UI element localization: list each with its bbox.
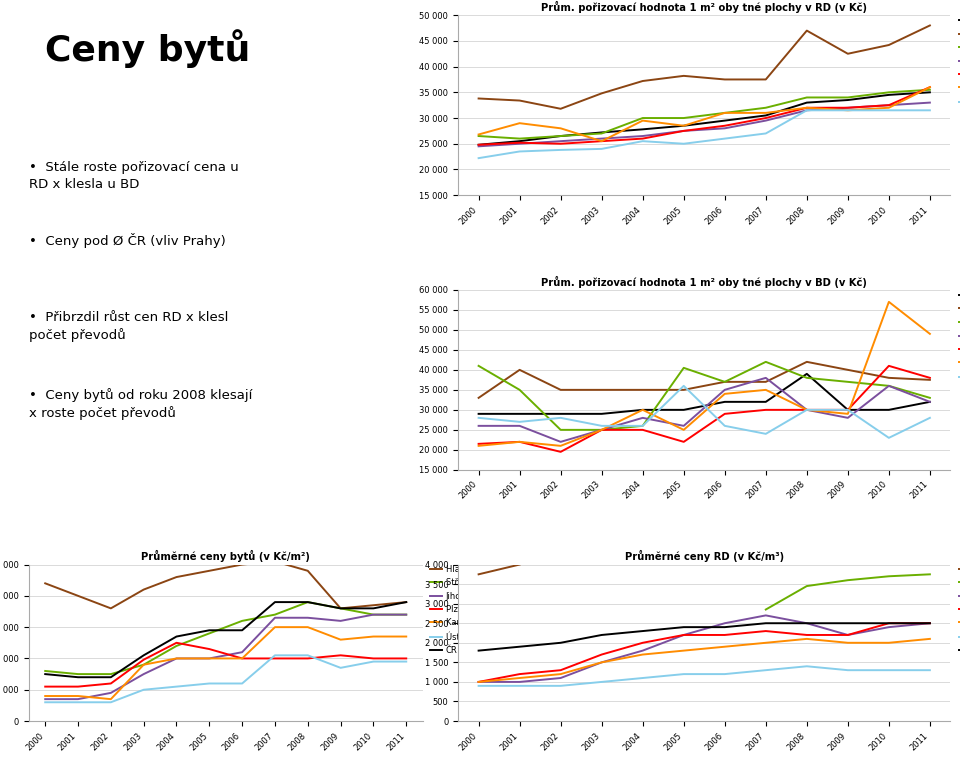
- Legend: Hlavní město Praha, Středočeský kraj, Jihočeský kraj, Plzeňský kraj, Karlovarský: Hlavní město Praha, Středočeský kraj, Ji…: [426, 562, 531, 659]
- Legend: Česká republika, Hlavní město Praha, Středočeský kraj, Jihočeský kraj, Plzeňský : Česká republika, Hlavní město Praha, Stř…: [955, 286, 960, 385]
- Text: •  Přibrzdil růst cen RD x klesl
počet převodů: • Přibrzdil růst cen RD x klesl počet př…: [29, 310, 228, 342]
- Legend: Česká republika, Hlavní město Praha, Středočeský kraj, Jihočeský kraj, Plzeňský : Česká republika, Hlavní město Praha, Stř…: [955, 11, 960, 110]
- Text: Ceny bytů: Ceny bytů: [44, 29, 250, 68]
- Text: •  Stále roste pořizovací cena u
RD x klesla u BD: • Stále roste pořizovací cena u RD x kle…: [29, 161, 238, 191]
- Title: Průměrné ceny RD (v Kč/m³): Průměrné ceny RD (v Kč/m³): [625, 550, 783, 562]
- Legend: Hlavní město Praha, Středočeský kraj, Jihočeský kraj, Plzeňský kraj, Karlovarský: Hlavní město Praha, Středočeský kraj, Ji…: [955, 562, 960, 659]
- Text: •  Ceny pod Ø ČR (vliv Prahy): • Ceny pod Ø ČR (vliv Prahy): [29, 234, 226, 248]
- Text: •  Ceny bytů od roku 2008 klesají
x roste počet převodů: • Ceny bytů od roku 2008 klesají x roste…: [29, 388, 252, 420]
- Title: Prům. pořizovací hodnota 1 m² oby tné plochy v RD (v Kč): Prům. pořizovací hodnota 1 m² oby tné pl…: [541, 1, 867, 13]
- Title: Průměrné ceny bytů (v Kč/m²): Průměrné ceny bytů (v Kč/m²): [141, 550, 310, 562]
- Title: Prům. pořizovací hodnota 1 m² oby tné plochy v BD (v Kč): Prům. pořizovací hodnota 1 m² oby tné pl…: [541, 276, 867, 288]
